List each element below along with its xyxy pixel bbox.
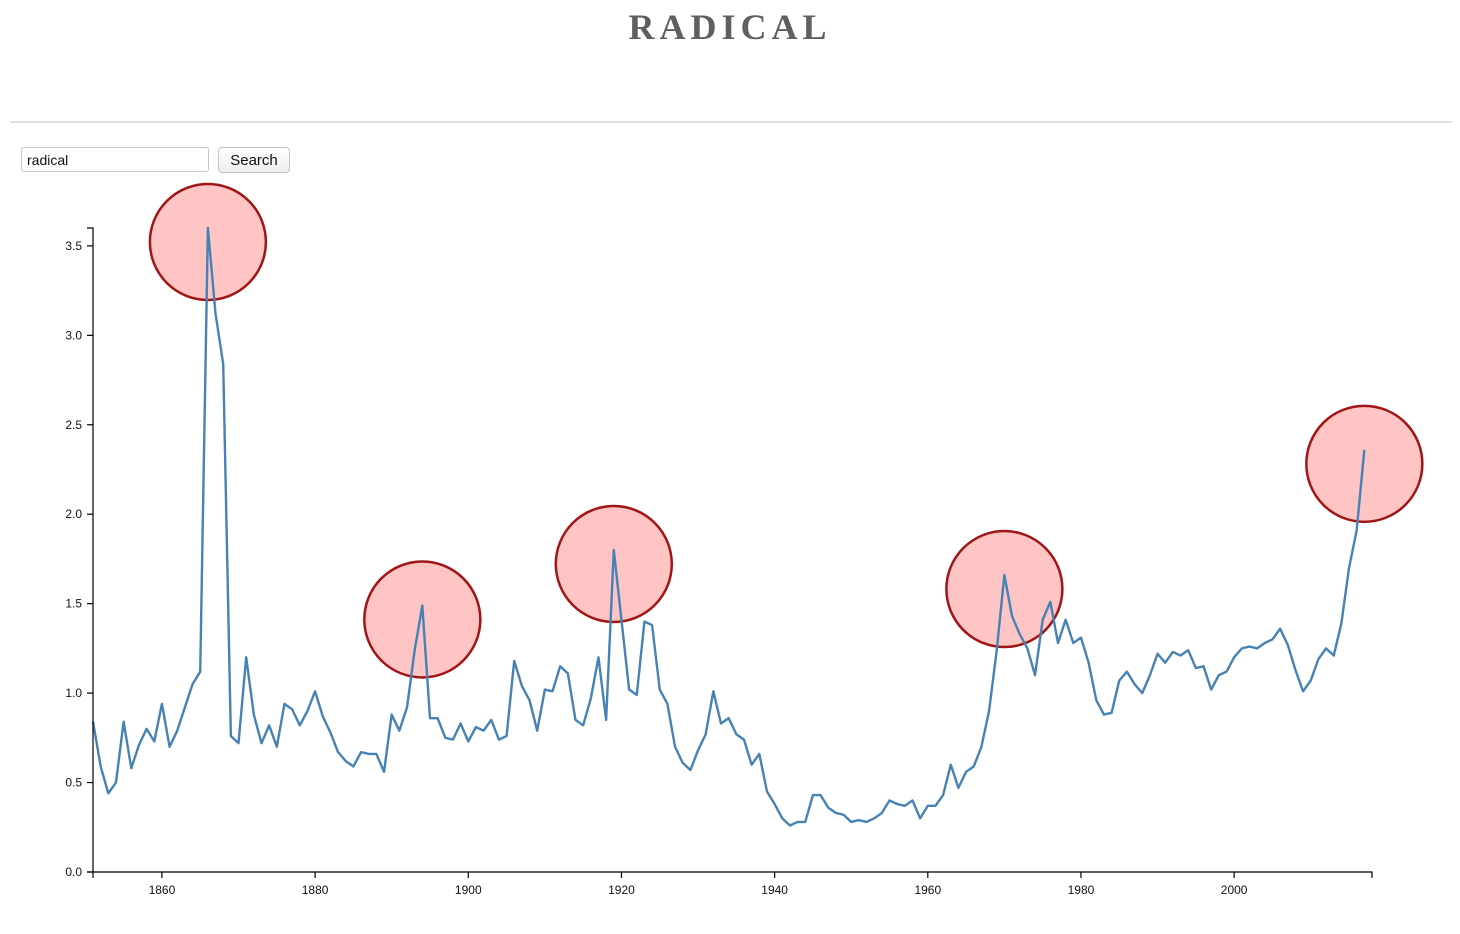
y-tick-label: 3.0 bbox=[65, 328, 82, 342]
x-tick-label: 2000 bbox=[1221, 883, 1248, 897]
peak-highlight-circle-2017 bbox=[1305, 404, 1424, 524]
y-tick-label: 3.5 bbox=[65, 239, 82, 253]
y-axis: 0.0 0.5 1.0 1.5 2.0 2.5 3.0 3.5 bbox=[65, 227, 94, 879]
y-tick-label: 0.5 bbox=[65, 776, 82, 790]
peak-highlight-circle-1970 bbox=[945, 529, 1064, 649]
y-tick-label: 1.5 bbox=[65, 597, 82, 611]
x-tick-label: 1900 bbox=[455, 883, 482, 897]
y-tick-label: 2.5 bbox=[65, 418, 82, 432]
y-tick-label: 0.0 bbox=[65, 865, 82, 879]
x-axis: 1860 1880 1900 1920 1940 1960 1980 2000 bbox=[92, 871, 1373, 897]
x-axis-line bbox=[92, 871, 1373, 878]
x-tick-label: 1880 bbox=[302, 883, 329, 897]
x-tick-label: 1980 bbox=[1068, 883, 1095, 897]
search-button[interactable]: Search bbox=[218, 147, 290, 173]
x-tick-label: 1920 bbox=[608, 883, 635, 897]
page-title: RADICAL bbox=[628, 7, 832, 47]
x-tick-label: 1940 bbox=[761, 883, 788, 897]
y-tick-label: 1.0 bbox=[65, 686, 82, 700]
highlight-layer bbox=[148, 182, 1424, 679]
search-input[interactable] bbox=[21, 147, 209, 172]
y-axis-line bbox=[87, 227, 94, 873]
series-line bbox=[91, 226, 1366, 827]
header-divider bbox=[10, 121, 1452, 123]
x-tick-label: 1860 bbox=[149, 883, 176, 897]
x-tick-label: 1960 bbox=[914, 883, 941, 897]
y-tick-label: 2.0 bbox=[65, 507, 82, 521]
